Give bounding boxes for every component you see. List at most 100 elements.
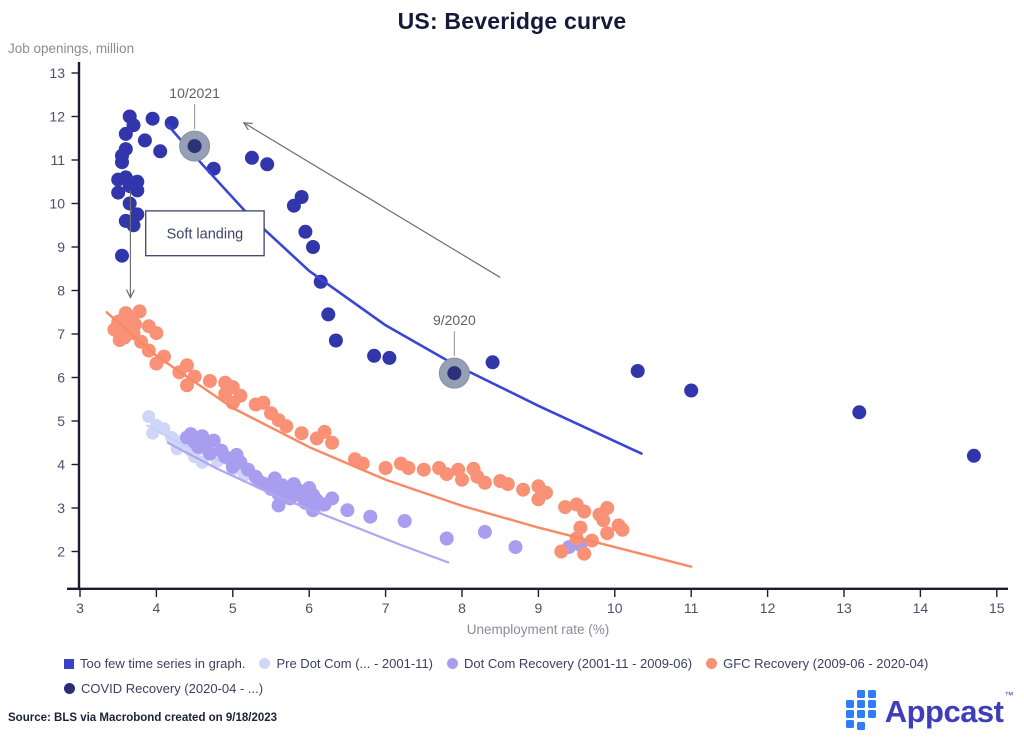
legend-row: Too few time series in graph. Pre Dot Com… [64, 651, 1004, 676]
covid-recovery-point [115, 248, 129, 263]
x-tick-label: 4 [153, 600, 161, 616]
x-tick-label: 13 [836, 600, 852, 616]
y-tick-label: 6 [57, 370, 65, 386]
y-tick-label: 8 [57, 283, 65, 299]
covid-recovery-point [126, 218, 141, 233]
legend-dot-marker [447, 658, 459, 669]
gfc-recovery-point [325, 435, 340, 450]
y-tick-label: 3 [57, 500, 65, 516]
gfc-recovery-point [615, 522, 630, 537]
gfc-recovery-point [180, 378, 194, 393]
chart-legend: Too few time series in graph. Pre Dot Com… [64, 651, 1004, 701]
covid-recovery-point [111, 185, 126, 200]
gfc-recovery-point [577, 546, 592, 561]
gfc-recovery-point [149, 356, 164, 371]
covid-recovery-point [137, 133, 152, 148]
covid-recovery-point [684, 383, 699, 398]
dot-com-recovery-trendline [166, 441, 450, 564]
gfc-recovery-point [141, 319, 156, 334]
highlight-dot [447, 366, 462, 381]
covid-recovery-point [145, 111, 160, 126]
covid-recovery-point [115, 148, 129, 163]
y-tick-label: 10 [49, 196, 65, 212]
covid-recovery-point [122, 179, 137, 194]
covid-recovery-point [321, 307, 336, 322]
logo-square [856, 722, 865, 730]
legend-label: Pre Dot Com (... - 2001-11) [276, 656, 434, 671]
x-tick-label: 5 [229, 600, 237, 616]
gfc-recovery-point [218, 375, 233, 390]
source-note: Source: BLS via Macrobond created on 9/1… [8, 712, 278, 724]
date-annotation: 10/2021 [169, 85, 220, 101]
covid-recovery-point [111, 172, 126, 187]
gfc-recovery-point [202, 374, 217, 388]
y-tick-label: 9 [57, 239, 65, 255]
x-tick-label: 10 [607, 600, 623, 616]
gfc-recovery-point [317, 424, 332, 439]
appcast-wordmark: Appcast™ [884, 689, 1014, 729]
covid-recovery-trendline [166, 123, 643, 455]
legend-dot-marker [259, 658, 271, 669]
pre-dot-com-point [142, 410, 156, 424]
covid-recovery-point [485, 355, 500, 370]
dot-com-recovery-point [202, 446, 217, 461]
logo-square [867, 710, 876, 718]
covid-recovery-point [118, 126, 133, 141]
gfc-recovery-point [218, 387, 233, 401]
beveridge-curve-chart: 2 3 4 5 6 7 8 9 10 11 12 13 3 4 5 6 7 8 9 10 11 12 13 14 15 Unemp… [49, 62, 1008, 637]
soft-landing-box [145, 210, 265, 257]
logo-square [856, 710, 865, 718]
covid-recovery-point [382, 350, 397, 365]
gfc-recovery-point [180, 358, 194, 373]
legend-label: COVID Recovery (2020-04 - ...) [81, 681, 264, 696]
y-tick-label: 12 [49, 109, 65, 125]
dot-com-recovery-point [397, 514, 412, 528]
gfc-recovery-point [112, 333, 127, 348]
legend-item: Too few time series in graph. [64, 656, 245, 671]
trademark-symbol: ™ [1004, 689, 1014, 700]
x-tick-label: 11 [684, 600, 699, 616]
x-tick-label: 15 [989, 600, 1005, 616]
covid-recovery-point [328, 333, 343, 348]
covid-recovery-point [298, 224, 313, 239]
legend-item: Dot Com Recovery (2001-11 - 2009-06) [447, 656, 692, 671]
legend-row: COVID Recovery (2020-04 - ...) [64, 676, 1004, 701]
gfc-recovery-point [600, 501, 615, 515]
x-tick-label: 12 [760, 600, 776, 616]
appcast-logo: Appcast™ [845, 689, 1014, 734]
gfc-recovery-point [554, 544, 569, 559]
covid-recovery-point [852, 405, 867, 420]
y-tick-label: 4 [57, 457, 65, 473]
dot-com-recovery-point [218, 449, 233, 464]
logo-square [867, 690, 876, 698]
gfc-recovery-point [107, 322, 122, 337]
logo-square [845, 700, 854, 708]
legend-label: GFC Recovery (2009-06 - 2020-04) [723, 656, 929, 671]
highlight-dot [187, 139, 202, 154]
x-axis-title: Unemployment rate (%) [467, 622, 610, 637]
gfc-recovery-point [416, 462, 431, 477]
dot-com-recovery-point [340, 503, 355, 518]
legend-label: Too few time series in graph. [80, 656, 246, 671]
logo-square [845, 720, 854, 728]
soft-landing-label: Soft landing [167, 226, 244, 242]
gfc-recovery-point [432, 461, 447, 475]
y-tick-label: 11 [50, 152, 65, 168]
y-tick-label: 5 [57, 413, 65, 429]
y-tick-label: 7 [57, 326, 65, 342]
dot-com-recovery-point [477, 524, 492, 539]
gfc-recovery-point [466, 461, 481, 476]
legend-label: Dot Com Recovery (2001-11 - 2009-06) [464, 656, 693, 671]
gfc-recovery-point [393, 456, 408, 471]
covid-recovery-point [206, 161, 221, 176]
x-tick-label: 7 [382, 600, 390, 616]
gfc-recovery-point [378, 461, 393, 475]
x-tick-label: 3 [76, 600, 84, 616]
gfc-recovery-trendline [105, 311, 693, 568]
covid-recovery-point [630, 364, 645, 378]
gfc-recovery-point [451, 462, 466, 477]
gfc-recovery-point [264, 406, 278, 421]
gfc-recovery-point [573, 520, 588, 535]
gfc-recovery-point [294, 426, 309, 441]
page-title: US: Beveridge curve [397, 8, 627, 34]
